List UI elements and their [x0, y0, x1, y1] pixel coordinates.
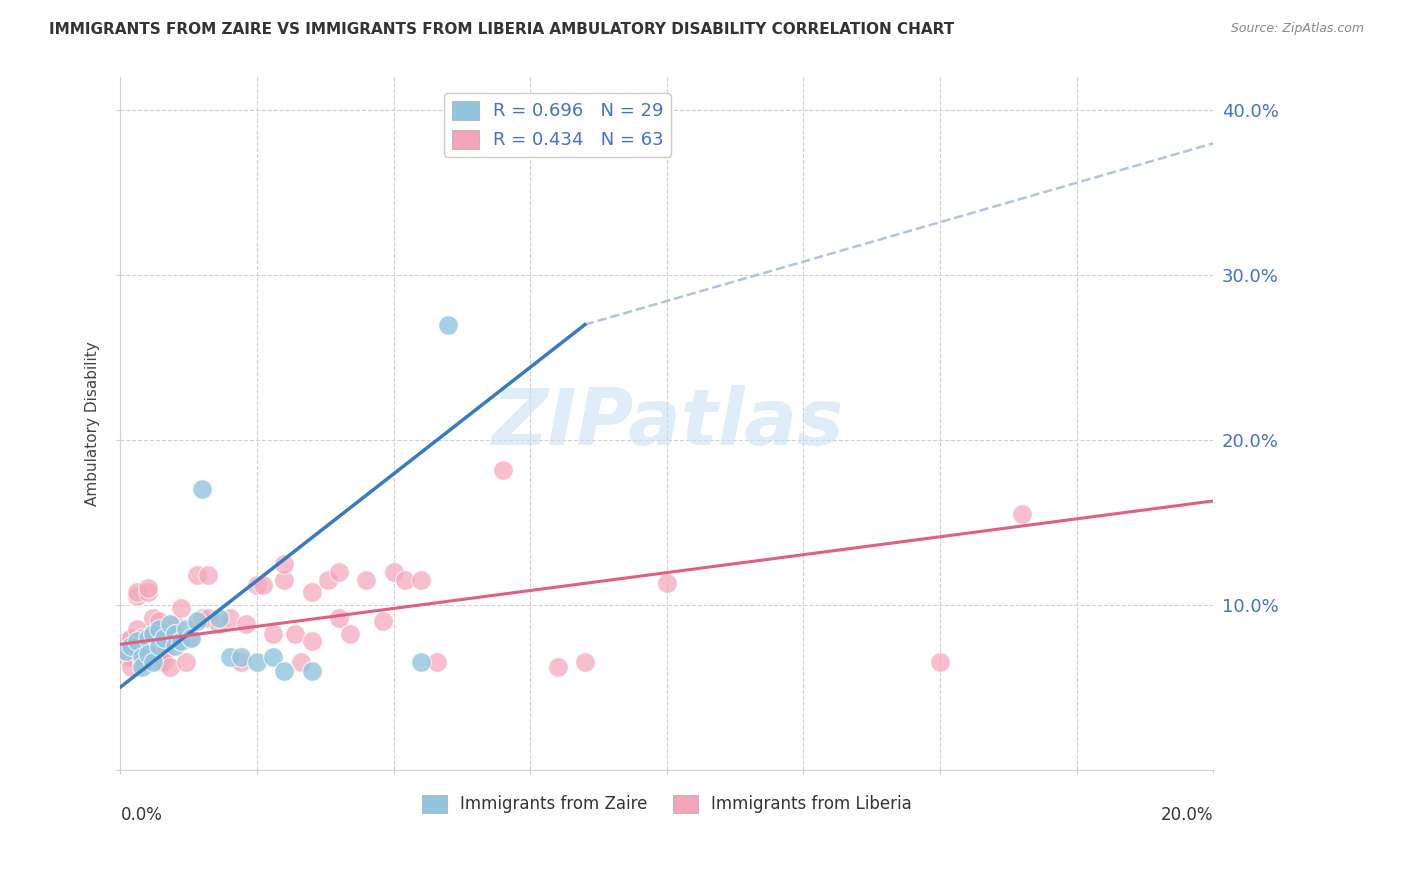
Point: [136, 584, 159, 599]
Point: [229, 656, 252, 670]
Point: [169, 601, 191, 615]
Point: [301, 664, 323, 678]
Point: [235, 617, 257, 632]
Point: [394, 573, 416, 587]
Point: [165, 627, 187, 641]
Y-axis label: Ambulatory Disability: Ambulatory Disability: [86, 341, 100, 506]
Point: [115, 650, 138, 665]
Point: [655, 576, 678, 591]
Point: [301, 634, 323, 648]
Point: [153, 647, 176, 661]
Point: [136, 647, 159, 661]
Point: [159, 660, 181, 674]
Point: [492, 462, 515, 476]
Point: [574, 656, 596, 670]
Point: [142, 656, 165, 670]
Point: [208, 617, 231, 632]
Point: [180, 631, 202, 645]
Point: [148, 614, 170, 628]
Point: [356, 573, 378, 587]
Point: [1011, 507, 1033, 521]
Point: [186, 568, 208, 582]
Point: [165, 627, 187, 641]
Point: [262, 650, 284, 665]
Point: [120, 631, 142, 645]
Point: [136, 644, 159, 658]
Point: [547, 660, 569, 674]
Point: [142, 611, 165, 625]
Point: [437, 318, 460, 332]
Point: [328, 611, 350, 625]
Text: Source: ZipAtlas.com: Source: ZipAtlas.com: [1230, 22, 1364, 36]
Point: [252, 578, 274, 592]
Point: [328, 565, 350, 579]
Legend: Immigrants from Zaire, Immigrants from Liberia: Immigrants from Zaire, Immigrants from L…: [415, 788, 918, 820]
Point: [229, 650, 252, 665]
Point: [131, 631, 153, 645]
Point: [165, 639, 187, 653]
Point: [120, 639, 142, 653]
Point: [148, 656, 170, 670]
Point: [120, 650, 142, 665]
Point: [409, 656, 432, 670]
Point: [125, 623, 148, 637]
Point: [273, 557, 295, 571]
Point: [125, 644, 148, 658]
Point: [218, 650, 240, 665]
Point: [142, 627, 165, 641]
Point: [148, 639, 170, 653]
Point: [929, 656, 952, 670]
Point: [273, 664, 295, 678]
Text: IMMIGRANTS FROM ZAIRE VS IMMIGRANTS FROM LIBERIA AMBULATORY DISABILITY CORRELATI: IMMIGRANTS FROM ZAIRE VS IMMIGRANTS FROM…: [49, 22, 955, 37]
Text: 0.0%: 0.0%: [121, 805, 162, 823]
Point: [382, 565, 405, 579]
Point: [120, 639, 142, 653]
Point: [316, 573, 339, 587]
Point: [136, 581, 159, 595]
Point: [246, 656, 269, 670]
Point: [115, 634, 138, 648]
Point: [180, 631, 202, 645]
Point: [115, 644, 138, 658]
Point: [148, 623, 170, 637]
Point: [174, 656, 197, 670]
Point: [115, 644, 138, 658]
Text: 20.0%: 20.0%: [1161, 805, 1213, 823]
Point: [125, 590, 148, 604]
Point: [148, 644, 170, 658]
Point: [165, 617, 187, 632]
Point: [142, 627, 165, 641]
Point: [191, 611, 214, 625]
Point: [131, 660, 153, 674]
Point: [120, 660, 142, 674]
Point: [153, 656, 176, 670]
Point: [131, 656, 153, 670]
Point: [273, 573, 295, 587]
Point: [426, 656, 449, 670]
Point: [409, 573, 432, 587]
Point: [246, 578, 269, 592]
Point: [159, 617, 181, 632]
Point: [174, 623, 197, 637]
Point: [339, 627, 361, 641]
Point: [125, 634, 148, 648]
Point: [290, 656, 312, 670]
Point: [125, 584, 148, 599]
Point: [131, 650, 153, 665]
Point: [301, 584, 323, 599]
Point: [191, 483, 214, 497]
Point: [284, 627, 307, 641]
Text: ZIPatlas: ZIPatlas: [491, 385, 844, 461]
Point: [197, 611, 219, 625]
Point: [186, 614, 208, 628]
Point: [153, 631, 176, 645]
Point: [153, 631, 176, 645]
Point: [371, 614, 394, 628]
Point: [262, 627, 284, 641]
Point: [197, 568, 219, 582]
Point: [169, 634, 191, 648]
Point: [136, 631, 159, 645]
Point: [218, 611, 240, 625]
Point: [208, 611, 231, 625]
